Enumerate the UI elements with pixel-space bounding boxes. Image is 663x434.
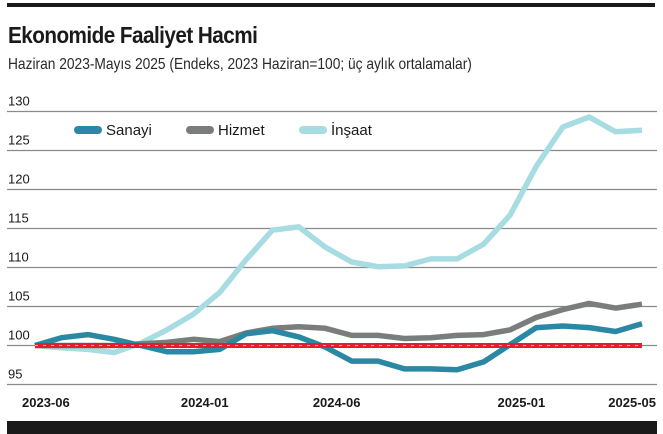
legend-item-sanayi: Sanayi	[74, 122, 152, 139]
legend-label-hizmet: Hizmet	[218, 122, 266, 139]
legend-label-sanayi: Sanayi	[106, 122, 152, 139]
y-axis-ticks: 95 100 105 110 115 120 125 130	[8, 94, 30, 382]
y-tick-label: 115	[8, 211, 29, 226]
x-tick-label: 2025-01	[498, 395, 546, 410]
y-tick-label: 95	[8, 367, 22, 382]
x-tick-label: 2024-06	[313, 395, 361, 410]
x-tick-label: 2024-01	[181, 395, 229, 410]
chart-subtitle: Haziran 2023-Mayıs 2025 (Endeks, 2023 Ha…	[8, 56, 472, 73]
y-tick-label: 100	[8, 328, 30, 343]
x-axis-ticks: 2023-06 2024-01 2024-06 2025-01 2025-05	[22, 395, 656, 410]
legend: Sanayi Hizmet İnşaat	[74, 121, 373, 139]
legend-label-insaat: İnşaat	[331, 121, 373, 139]
y-tick-label: 130	[8, 94, 30, 109]
legend-item-hizmet: Hizmet	[186, 122, 266, 139]
chart-title: Ekonomide Faaliyet Hacmi	[8, 22, 258, 48]
series-lines	[34, 114, 643, 373]
top-rule	[7, 3, 655, 7]
legend-item-insaat: İnşaat	[299, 121, 373, 139]
bottom-bar	[7, 421, 657, 434]
y-tick-label: 120	[8, 172, 30, 187]
y-tick-label: 105	[8, 289, 30, 304]
x-tick-label: 2023-06	[22, 395, 70, 410]
series-line-i̇nşaat	[34, 114, 643, 356]
x-tick-label: 2025-05	[608, 395, 656, 410]
y-tick-label: 110	[8, 250, 29, 265]
y-tick-label: 125	[8, 133, 30, 148]
